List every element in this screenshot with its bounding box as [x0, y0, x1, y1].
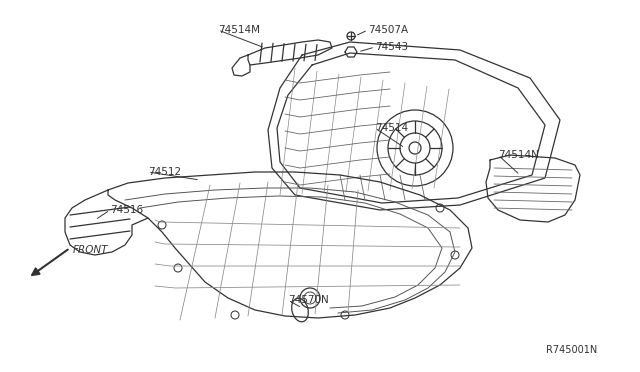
- Text: FRONT: FRONT: [73, 245, 109, 255]
- Text: 74514M: 74514M: [218, 25, 260, 35]
- Text: 74507A: 74507A: [368, 25, 408, 35]
- Text: 74543: 74543: [375, 42, 408, 52]
- Text: 74514: 74514: [375, 123, 408, 133]
- Text: 74514N: 74514N: [498, 150, 539, 160]
- Text: 74516: 74516: [110, 205, 143, 215]
- Text: 74570N: 74570N: [288, 295, 329, 305]
- Text: 74512: 74512: [148, 167, 181, 177]
- Text: R745001N: R745001N: [546, 345, 597, 355]
